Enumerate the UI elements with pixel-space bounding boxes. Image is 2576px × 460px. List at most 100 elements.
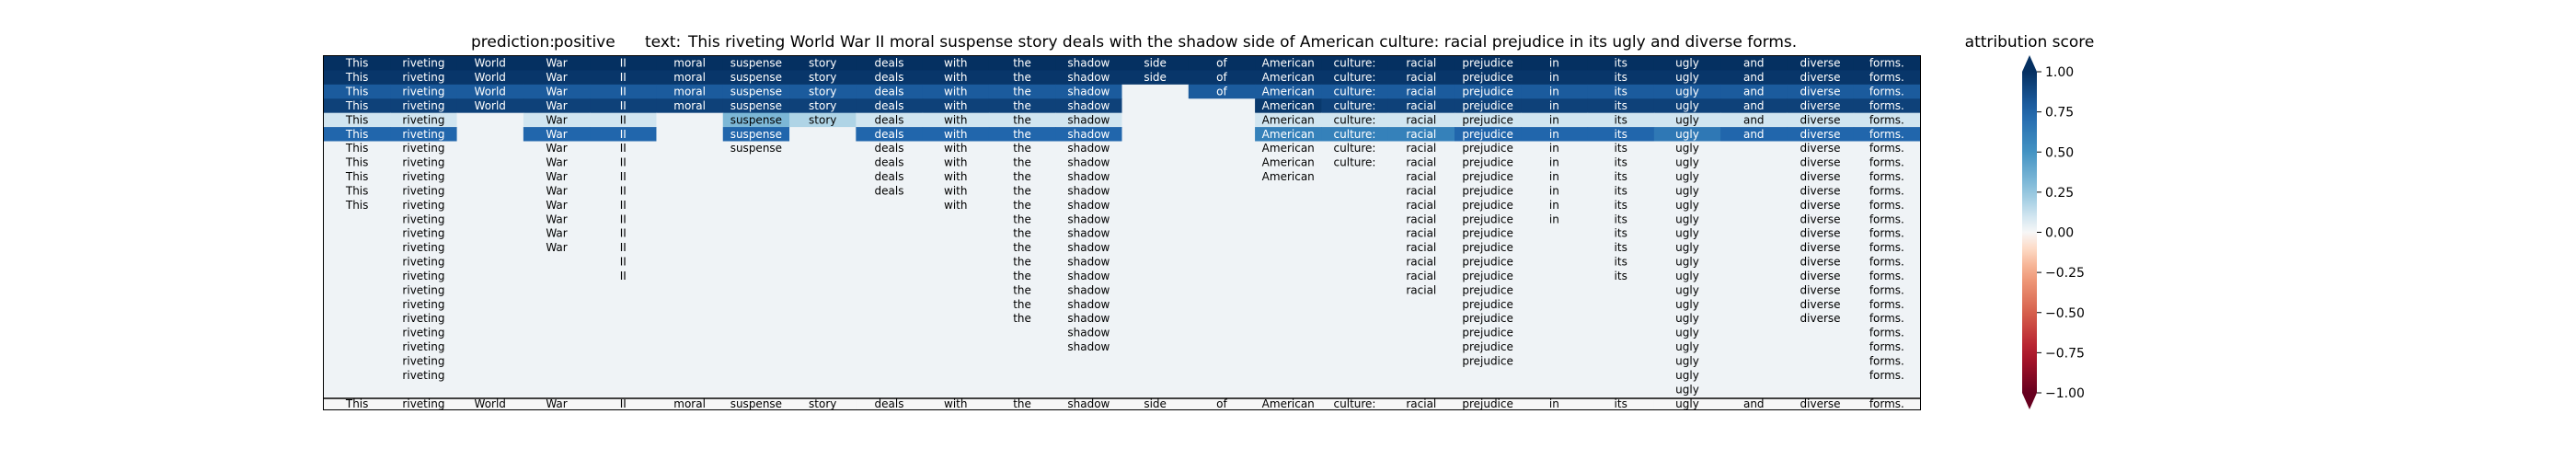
- colorbar-tick-label: 0.00: [2045, 226, 2074, 241]
- heatmap-cell: [1321, 112, 1389, 128]
- heatmap-cell-label: riveting: [402, 128, 444, 141]
- heatmap-cell: [722, 169, 790, 185]
- heatmap-cell: [1653, 382, 1721, 397]
- heatmap-cell-label: deals: [875, 71, 904, 84]
- heatmap-cell: [1387, 353, 1455, 369]
- heatmap-cell-label: racial: [1406, 184, 1436, 197]
- heatmap-cell: [390, 282, 458, 298]
- heatmap-cell: [1587, 311, 1655, 327]
- heatmap-cell: [1587, 269, 1655, 284]
- heatmap-cell: [1121, 240, 1190, 256]
- heatmap-cell: [1720, 198, 1788, 213]
- heatmap-cell: [922, 353, 990, 369]
- heatmap-cell: [1720, 112, 1788, 128]
- heatmap-cell: [1055, 212, 1123, 227]
- heatmap-cell: [1720, 169, 1788, 185]
- heatmap-cell: [922, 226, 990, 242]
- heatmap-cell-label: diverse: [1800, 71, 1841, 84]
- heatmap-cell-label: shadow: [1067, 184, 1110, 197]
- heatmap-cell: [856, 127, 924, 143]
- heatmap-cell: [324, 297, 391, 313]
- heatmap-cell-label: II: [620, 71, 627, 84]
- heatmap-cell: [789, 311, 857, 327]
- heatmap-cell: [1121, 382, 1190, 397]
- heatmap-cell-label: racial: [1406, 57, 1436, 70]
- heatmap-cell-label: War: [546, 113, 567, 126]
- heatmap-cell-label: forms.: [1869, 256, 1904, 269]
- heatmap-cell: [1121, 183, 1190, 199]
- heatmap-cell-label: American: [1262, 113, 1315, 126]
- heatmap-cell-label: This: [345, 57, 369, 70]
- bottom-token-label: in: [1549, 397, 1559, 410]
- heatmap-cell: [656, 282, 724, 298]
- heatmap-cell: [523, 56, 591, 72]
- heatmap-cell: [1521, 112, 1589, 128]
- heatmap-cell: [1121, 297, 1190, 313]
- heatmap-cell: [656, 183, 724, 199]
- heatmap-cell-label: War: [546, 184, 567, 197]
- heatmap-cell-label: suspense: [730, 113, 782, 126]
- heatmap-cell-label: ugly: [1675, 99, 1699, 112]
- heatmap-cell: [1587, 70, 1655, 86]
- bottom-token-cell: [1121, 399, 1190, 409]
- heatmap-cell: [1521, 269, 1589, 284]
- heatmap-cell-label: in: [1549, 71, 1559, 84]
- heatmap-cell: [1853, 198, 1921, 213]
- heatmap-cell: [1720, 155, 1788, 170]
- heatmap-cell: [1653, 311, 1721, 327]
- heatmap-cell-label: forms.: [1869, 156, 1904, 169]
- heatmap-cell: [1521, 282, 1589, 298]
- heatmap-cell-label: its: [1615, 128, 1627, 141]
- heatmap-cell-label: shadow: [1067, 227, 1110, 240]
- heatmap-cell: [1787, 155, 1855, 170]
- heatmap-cell: [856, 282, 924, 298]
- heatmap-cell: [1255, 155, 1322, 170]
- heatmap-cell: [1188, 98, 1256, 114]
- heatmap-cell-label: culture:: [1334, 99, 1376, 112]
- bottom-token-label: of: [1216, 397, 1227, 410]
- heatmap-cell-label: diverse: [1800, 213, 1841, 225]
- heatmap-cell: [456, 226, 524, 242]
- heatmap-cell: [1055, 56, 1123, 72]
- heatmap-cell: [722, 325, 790, 340]
- heatmap-cell: [456, 112, 524, 128]
- heatmap-cell-label: ugly: [1675, 128, 1699, 141]
- heatmap-cell: [856, 98, 924, 114]
- heatmap-cell-label: World: [475, 71, 506, 84]
- heatmap-cell: [523, 297, 591, 313]
- heatmap-cell: [1853, 382, 1921, 397]
- heatmap-cell-label: and: [1743, 113, 1765, 126]
- heatmap-cell-label: its: [1615, 71, 1627, 84]
- heatmap-cell-label: the: [1013, 184, 1031, 197]
- heatmap-cell: [1853, 297, 1921, 313]
- heatmap-cell: [1321, 368, 1389, 384]
- heatmap-cell: [1720, 212, 1788, 227]
- bottom-token-cell: [1720, 399, 1788, 409]
- heatmap-cell-label: forms.: [1869, 71, 1904, 84]
- heatmap-cell-label: of: [1216, 57, 1227, 70]
- heatmap-cell: [1521, 339, 1589, 355]
- heatmap-cell: [789, 325, 857, 340]
- heatmap-cell: [590, 325, 658, 340]
- heatmap-cell: [324, 240, 391, 256]
- heatmap-cell-label: the: [1013, 57, 1031, 70]
- heatmap-cell-label: moral: [673, 99, 706, 112]
- heatmap-cell: [856, 353, 924, 369]
- heatmap-cell: [324, 212, 391, 227]
- heatmap-cell: [1521, 183, 1589, 199]
- heatmap-cell: [1587, 141, 1655, 156]
- heatmap-cell-label: moral: [673, 86, 706, 98]
- heatmap-cell: [456, 269, 524, 284]
- heatmap-cell: [988, 339, 1056, 355]
- heatmap-cell: [656, 269, 724, 284]
- heatmap-cell-label: with: [944, 71, 967, 84]
- heatmap-cell-label: prejudice: [1462, 156, 1513, 169]
- colorbar-tick-label: 1.00: [2045, 65, 2074, 80]
- heatmap-cell: [590, 269, 658, 284]
- heatmap-cell: [1653, 254, 1721, 270]
- bottom-token-label: War: [546, 397, 567, 410]
- heatmap-cell: [590, 98, 658, 114]
- heatmap-cell-label: prejudice: [1462, 57, 1513, 70]
- heatmap-cell-label: deals: [875, 128, 904, 141]
- heatmap-cell: [324, 254, 391, 270]
